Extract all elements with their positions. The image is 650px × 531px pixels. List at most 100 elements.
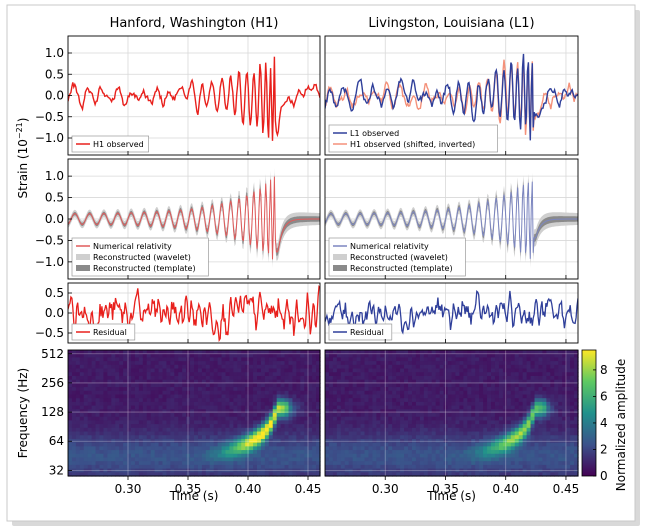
spectrogram-cell: [542, 350, 547, 355]
spectrogram-cell: [566, 409, 571, 414]
spectrogram-cell: [292, 364, 297, 370]
spectrogram-cell: [312, 438, 317, 444]
spectrogram-cell: [574, 398, 579, 403]
spectrogram-cell: [408, 368, 413, 373]
spectrogram-cell: [119, 390, 124, 396]
spectrogram-cell: [205, 424, 211, 429]
spectrogram-cell: [292, 372, 297, 377]
spectrogram-cell: [325, 357, 330, 362]
spectrogram-cell: [123, 383, 128, 388]
spectrogram-cell: [550, 383, 555, 388]
spectrogram-cell: [205, 364, 211, 370]
spectrogram-cell: [197, 375, 203, 381]
spectrogram-cell: [352, 364, 358, 370]
spectrogram-cell: [502, 387, 508, 392]
spectrogram-cell: [95, 409, 101, 414]
spectrogram-cell: [225, 350, 231, 355]
spectrogram-cell: [146, 350, 152, 355]
spectrogram-cell: [431, 394, 437, 399]
spectrogram-cell: [348, 375, 354, 381]
spectrogram-cell: [138, 457, 144, 462]
spectrogram-cell: [249, 383, 254, 388]
spectrogram-cell: [542, 461, 547, 466]
spectrogram-cell: [419, 372, 425, 377]
spectrogram-cell: [352, 350, 358, 355]
spectrogram-cell: [396, 468, 401, 473]
spectrogram-cell: [344, 416, 350, 422]
spectrogram-cell: [356, 431, 362, 436]
spectrogram-cell: [115, 405, 120, 410]
spectrogram-cell: [443, 413, 449, 418]
spectrogram-cell: [558, 472, 563, 477]
spectrogram-cell: [233, 401, 238, 407]
axes-frame: [324, 349, 579, 477]
spectrogram-cell: [348, 427, 354, 433]
spectrogram-cell: [115, 431, 120, 436]
spectrogram-cell: [213, 368, 219, 373]
spectrogram-cell: [443, 405, 449, 410]
spectrogram-cell: [360, 368, 366, 373]
spectrogram-cell: [68, 420, 73, 425]
spectrogram-cell: [71, 464, 77, 470]
spectrogram-cell: [221, 361, 227, 366]
spectrogram-cell: [276, 472, 282, 477]
spectrogram-cell: [380, 453, 385, 459]
spectrogram-cell: [233, 453, 238, 459]
spectrogram-cell: [396, 420, 401, 425]
spectrogram-cell: [411, 424, 417, 429]
spectrogram-cell: [360, 350, 366, 355]
spectrogram-cell: [197, 350, 203, 355]
spectrogram-cell: [550, 472, 555, 477]
spectrogram-cell: [526, 401, 532, 407]
spectrogram-cell: [194, 420, 199, 425]
spectrogram-cell: [423, 350, 429, 355]
spectrogram-cell: [336, 372, 342, 377]
spectrogram-cell: [328, 398, 334, 403]
spectrogram-cell: [115, 472, 120, 477]
spectrogram-cell: [506, 453, 512, 459]
spectrogram-cell: [455, 450, 460, 455]
spectrogram-cell: [249, 375, 254, 381]
spectrogram-cell: [99, 431, 105, 436]
spectrogram-cell: [284, 468, 290, 473]
y-tick-label: −1.0: [35, 255, 64, 269]
spectrogram-cell: [225, 390, 231, 396]
spectrogram-cell: [364, 398, 370, 403]
spectrogram-cell: [95, 464, 101, 470]
spectrogram-cell: [280, 375, 286, 381]
spectrogram-cell: [471, 431, 476, 436]
spectrogram-cell: [459, 409, 464, 414]
spectrogram-cell: [510, 453, 516, 459]
legend-label: L1 observed: [350, 129, 399, 138]
spectrogram-cell: [518, 424, 524, 429]
spectrogram-cell: [316, 424, 321, 429]
spectrogram-cell: [554, 375, 559, 381]
spectrogram-cell: [408, 394, 413, 399]
spectrogram-cell: [447, 409, 453, 414]
spectrogram-cell: [380, 420, 385, 425]
spectrogram-cell: [348, 442, 354, 447]
spectrogram-cell: [447, 372, 453, 377]
spectrogram-cell: [217, 383, 223, 388]
spectrogram-cell: [166, 353, 171, 359]
spectrogram-cell: [304, 446, 309, 451]
spectrogram-cell: [209, 468, 215, 473]
spectrogram-cell: [253, 438, 258, 444]
spectrogram-cell: [107, 394, 112, 399]
spectrogram-cell: [288, 446, 294, 451]
y-tick-label: 0.0: [45, 212, 64, 226]
spectrogram-cell: [245, 442, 250, 447]
spectrogram-cell: [257, 446, 262, 451]
spectrogram-cell: [431, 424, 437, 429]
spectrogram-cell: [221, 413, 227, 418]
spectrogram-cell: [408, 464, 413, 470]
spectrogram-cell: [229, 435, 234, 440]
spectrogram-cell: [134, 379, 140, 384]
spectrogram-cell: [364, 431, 370, 436]
colorbar-tick-label: 2: [600, 442, 608, 456]
spectrogram-cell: [451, 379, 457, 384]
spectrogram-cell: [83, 427, 89, 433]
spectrogram-cell: [154, 375, 160, 381]
spectrogram-cell: [257, 390, 262, 396]
spectrogram-cell: [554, 435, 559, 440]
